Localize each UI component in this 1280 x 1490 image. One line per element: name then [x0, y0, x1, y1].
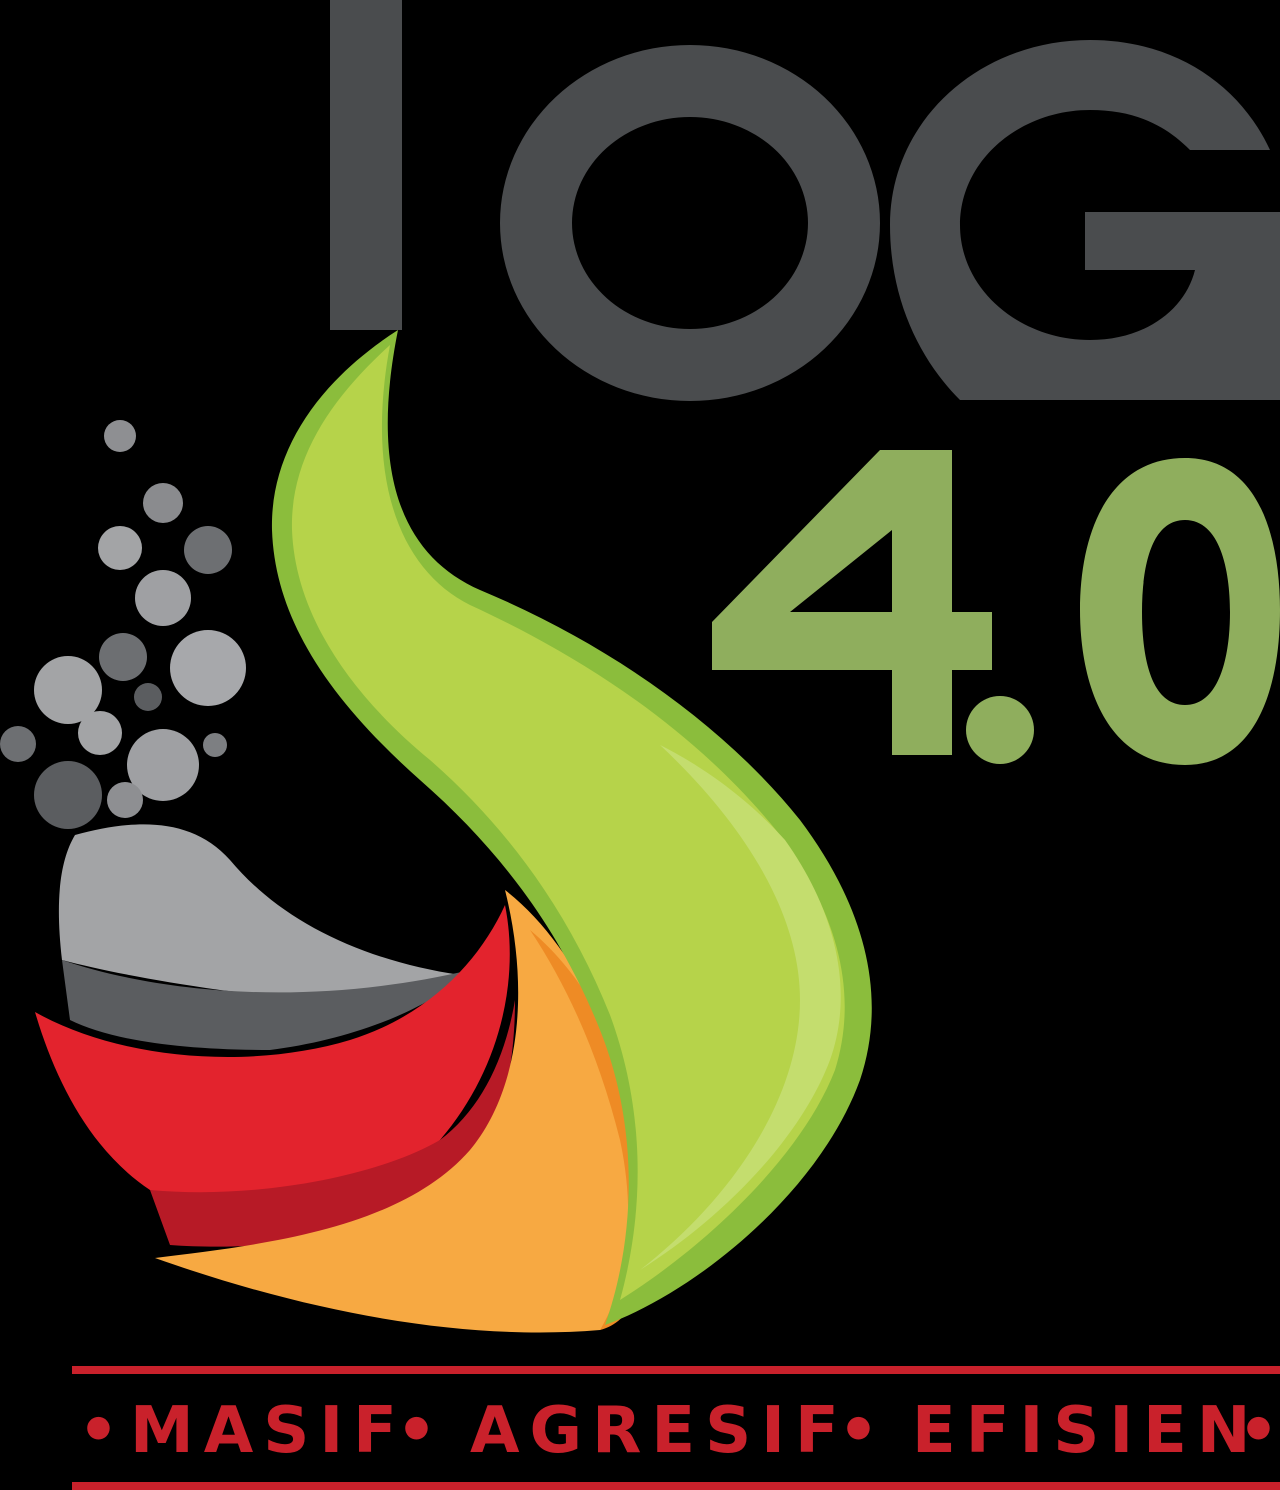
tagline-word-efisien: EFISIEN [912, 1394, 1260, 1468]
separator-dot-1: • [78, 1394, 129, 1468]
decimal-point [966, 696, 1034, 764]
tagline: • MASIF • AGRESIF • EFISIEN • [78, 1394, 1280, 1468]
separator-dot-2: • [396, 1394, 447, 1468]
flame-red [35, 905, 515, 1247]
letter-g [890, 40, 1280, 400]
tagline-word-masif: MASIF [130, 1394, 407, 1468]
digit-four [712, 450, 992, 755]
letter-o [500, 45, 880, 401]
separator-dot-3: • [838, 1394, 889, 1468]
bottom-rule [72, 1482, 1280, 1490]
letter-i [330, 0, 402, 330]
version-4-0 [712, 450, 1280, 765]
tagline-word-agresif: AGRESIF [470, 1394, 849, 1468]
flame-gray [58, 824, 470, 1050]
digit-zero [1080, 458, 1280, 765]
flame-green [271, 330, 872, 1325]
wordmark-iog [330, 0, 1280, 401]
particle-dots [0, 420, 246, 829]
top-rule [72, 1366, 1280, 1374]
separator-dot-4: • [1238, 1394, 1280, 1468]
